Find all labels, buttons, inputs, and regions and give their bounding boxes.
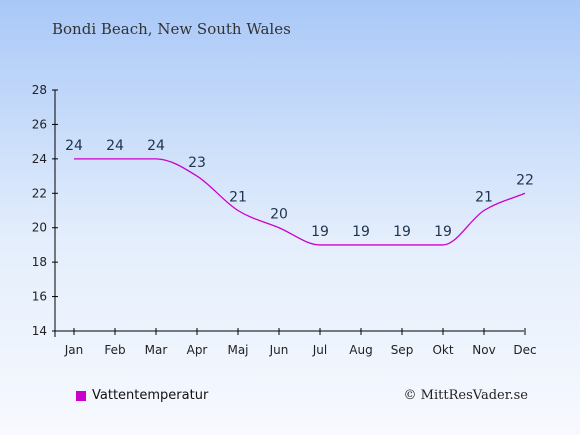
y-tick-label: 16 — [32, 290, 47, 304]
x-tick-label: Apr — [187, 343, 208, 357]
copyright-text: © MittResVader.se — [403, 388, 528, 403]
axes: 14 16 18 20 22 24 26 28 Jan Feb Mar Apr Maj Jun Jul Aug… — [32, 83, 537, 357]
x-tick-label: Mar — [145, 343, 168, 357]
x-tick-label: Aug — [349, 343, 372, 357]
series-line-vattentemperatur — [74, 158, 526, 246]
data-label: 21 — [229, 190, 247, 206]
y-tick-label: 18 — [32, 255, 47, 269]
x-tick-label: Maj — [227, 343, 248, 357]
data-label: 19 — [393, 224, 411, 240]
y-tick-label: 20 — [32, 221, 47, 235]
data-label: 24 — [106, 138, 124, 154]
x-tick-label: Jun — [269, 343, 289, 357]
x-tick-label: Okt — [432, 343, 453, 357]
data-label: 24 — [65, 138, 83, 154]
y-tick-label: 22 — [32, 186, 47, 200]
y-tick-label: 26 — [32, 117, 47, 131]
y-tick-label: 28 — [32, 83, 47, 97]
data-label: 24 — [147, 138, 165, 154]
y-tick-label: 14 — [32, 324, 47, 338]
data-label: 19 — [434, 224, 452, 240]
data-label: 23 — [188, 155, 206, 171]
x-tick-label: Jul — [312, 343, 327, 357]
y-tick-label: 24 — [32, 152, 47, 166]
data-label: 21 — [475, 190, 493, 206]
data-label: 20 — [270, 207, 288, 223]
x-tick-label: Dec — [513, 343, 536, 357]
x-tick-label: Nov — [472, 343, 495, 357]
legend-swatch — [76, 390, 86, 401]
x-tick-label: Feb — [104, 343, 125, 357]
x-tick-label: Jan — [64, 343, 84, 357]
legend: Vattentemperatur — [76, 388, 208, 403]
data-label: 22 — [516, 172, 534, 188]
series-layer: 24 24 24 23 21 20 19 19 19 19 21 22 — [65, 138, 534, 246]
data-label: 19 — [352, 224, 370, 240]
legend-label: Vattentemperatur — [92, 388, 209, 403]
x-tick-label: Sep — [391, 343, 414, 357]
chart-title: Bondi Beach, New South Wales — [52, 20, 291, 38]
data-label: 19 — [311, 224, 329, 240]
